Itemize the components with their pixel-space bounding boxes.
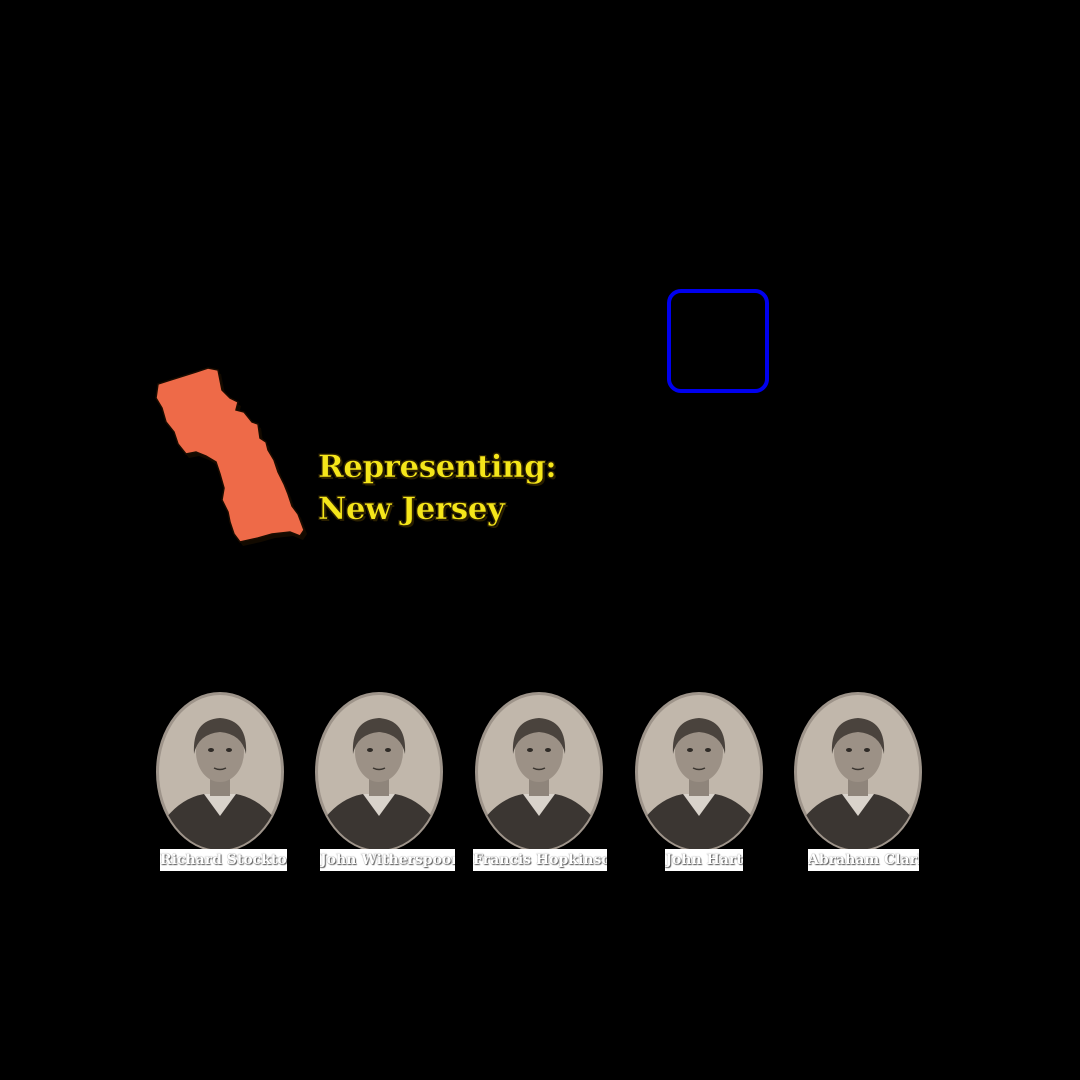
delegate-name-label: Francis Hopkinson: [473, 849, 607, 871]
representing-label-group: Representing: New Jersey: [318, 446, 557, 530]
delegate-name-label: Abraham Clark: [808, 849, 919, 871]
portrait-richard-stockton-icon[interactable]: [152, 690, 288, 860]
portrait-abraham-clark-icon[interactable]: [790, 690, 926, 860]
selection-box[interactable]: [667, 289, 769, 393]
portrait-john-hart-icon[interactable]: [631, 690, 767, 860]
portrait-francis-hopkinson-icon[interactable]: [471, 690, 607, 860]
state-name-label: New Jersey: [318, 491, 505, 528]
delegate-name-label: Richard Stockton: [160, 849, 287, 871]
portrait-john-witherspoon-icon[interactable]: [311, 690, 447, 860]
representing-label: Representing:: [318, 449, 557, 486]
new-jersey-state-map-icon: [148, 362, 314, 554]
delegate-name-label: John Witherspoon: [320, 849, 455, 871]
delegate-name-label: John Hart: [665, 849, 743, 871]
